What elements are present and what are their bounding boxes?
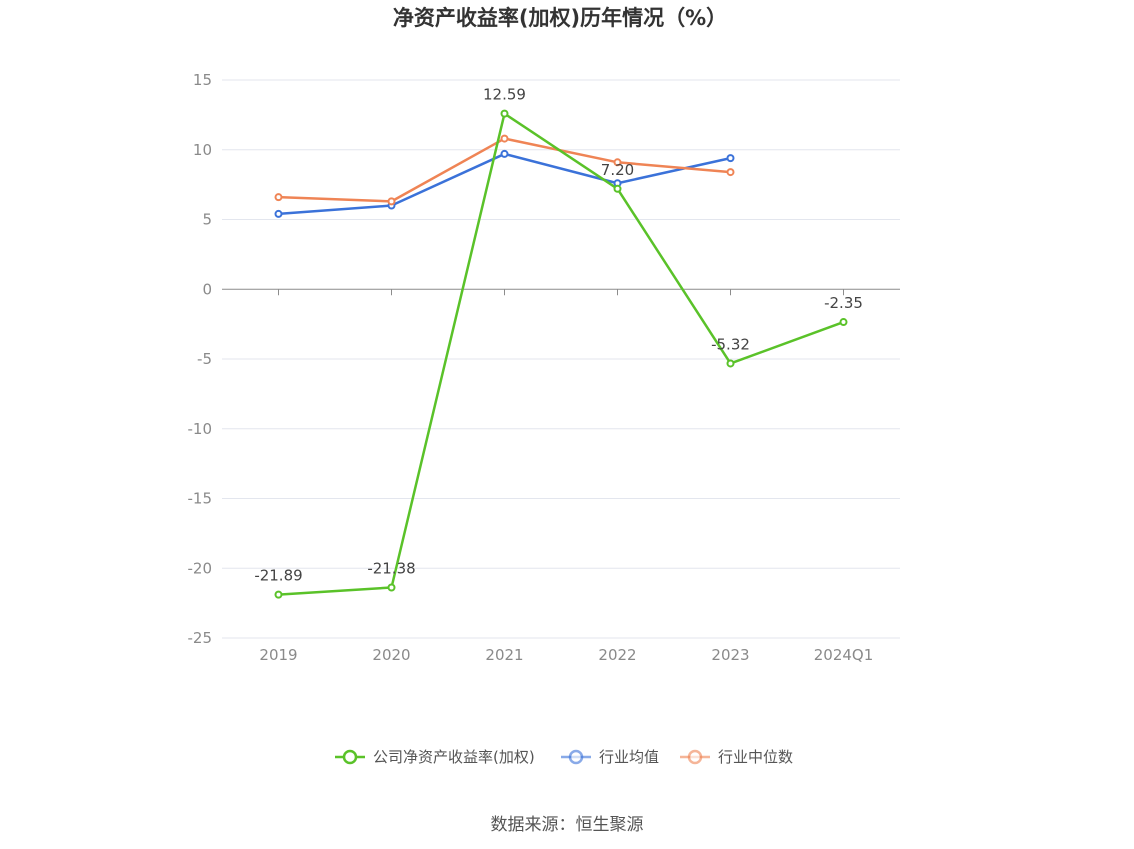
data-labels: -21.89 -21.38 12.59 7.20 -5.32 -2.35 [254, 86, 863, 585]
data-label: -5.32 [711, 335, 750, 353]
y-tick-label: -25 [188, 629, 213, 647]
data-label: -2.35 [824, 294, 863, 312]
data-point [274, 193, 283, 202]
data-point [726, 154, 735, 163]
data-point [387, 197, 396, 206]
data-point [387, 583, 396, 592]
series-line-0 [278, 112, 844, 596]
legend-label: 公司净资产收益率(加权) [373, 748, 535, 766]
legend[interactable]: 公司净资产收益率(加权) 行业均值 行业中位数 [335, 748, 793, 766]
series-line-1 [278, 152, 731, 216]
data-point [839, 318, 848, 327]
legend-label: 行业中位数 [718, 748, 793, 766]
y-tick-label: 10 [193, 141, 212, 159]
legend-swatch-marker [342, 749, 358, 765]
y-tick-label: -10 [188, 420, 213, 438]
x-tick-label: 2024Q1 [814, 646, 874, 664]
series-lines [278, 112, 844, 596]
data-point [274, 590, 283, 599]
y-tick-label: 15 [193, 71, 212, 89]
x-tick-label: 2020 [372, 646, 410, 664]
y-tick-label: -15 [188, 490, 213, 508]
data-point [613, 158, 622, 167]
legend-item[interactable]: 行业均值 [561, 748, 659, 766]
y-tick-label: -5 [197, 350, 212, 368]
data-point [500, 109, 509, 118]
legend-swatch-marker [568, 749, 584, 765]
legend-item[interactable]: 行业中位数 [680, 748, 793, 766]
x-tick-label: 2021 [485, 646, 523, 664]
y-tick-label: -20 [188, 559, 213, 577]
x-axis: 2019 2020 2021 2022 2023 2024Q1 [259, 289, 873, 664]
data-label: 12.59 [483, 86, 526, 104]
y-tick-label: 5 [202, 211, 212, 229]
data-point [274, 209, 283, 218]
series-points [274, 109, 848, 599]
x-tick-label: 2023 [711, 646, 749, 664]
x-tick-label: 2019 [259, 646, 297, 664]
legend-label: 行业均值 [599, 748, 659, 766]
data-point [613, 184, 622, 193]
data-point [500, 149, 509, 158]
legend-item[interactable]: 公司净资产收益率(加权) [335, 748, 535, 766]
data-label: 7.20 [601, 161, 634, 179]
data-point [726, 168, 735, 177]
data-point [726, 359, 735, 368]
legend-swatch-marker [687, 749, 703, 765]
x-tick-label: 2022 [598, 646, 636, 664]
series-line-2 [278, 137, 731, 203]
source-note: 数据来源：恒生聚源 [491, 815, 644, 835]
y-axis: 15 10 5 0 -5 -10 -15 -20 -25 [188, 71, 213, 647]
chart-title: 净资产收益率(加权)历年情况（%） [393, 6, 727, 30]
data-point [500, 134, 509, 143]
y-tick-label: 0 [202, 280, 212, 298]
data-label: -21.38 [367, 560, 415, 578]
data-label: -21.89 [254, 567, 302, 585]
grid-lines [222, 79, 900, 639]
